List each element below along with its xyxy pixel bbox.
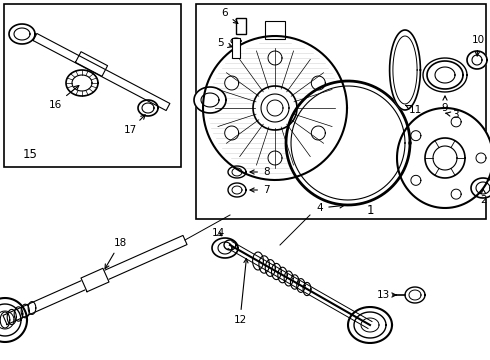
Polygon shape xyxy=(33,33,170,111)
Text: 3: 3 xyxy=(446,110,458,120)
Polygon shape xyxy=(405,287,425,303)
Polygon shape xyxy=(265,260,275,276)
Polygon shape xyxy=(268,51,282,65)
Polygon shape xyxy=(228,183,246,197)
Polygon shape xyxy=(203,36,347,180)
Polygon shape xyxy=(3,235,187,325)
Polygon shape xyxy=(411,175,421,185)
Text: 12: 12 xyxy=(233,258,248,325)
Polygon shape xyxy=(225,76,239,90)
Polygon shape xyxy=(228,166,246,178)
Polygon shape xyxy=(451,189,461,199)
Polygon shape xyxy=(253,86,297,130)
Text: 8: 8 xyxy=(250,167,270,177)
Text: 15: 15 xyxy=(23,148,37,162)
Polygon shape xyxy=(259,256,270,273)
Polygon shape xyxy=(212,238,238,258)
Text: 6: 6 xyxy=(221,8,238,23)
Polygon shape xyxy=(253,252,264,270)
Polygon shape xyxy=(14,307,23,321)
Bar xyxy=(265,21,285,39)
Polygon shape xyxy=(311,126,325,140)
Polygon shape xyxy=(397,108,490,208)
Polygon shape xyxy=(471,178,490,198)
Text: 11: 11 xyxy=(406,105,421,115)
Text: 16: 16 xyxy=(49,86,79,110)
Polygon shape xyxy=(224,240,236,250)
Polygon shape xyxy=(411,131,421,141)
Text: 2: 2 xyxy=(481,189,488,205)
Polygon shape xyxy=(278,267,287,283)
Polygon shape xyxy=(138,100,158,116)
Polygon shape xyxy=(81,268,109,292)
Text: 5: 5 xyxy=(218,38,232,48)
Bar xyxy=(232,38,240,58)
Polygon shape xyxy=(451,117,461,127)
Polygon shape xyxy=(7,309,16,325)
Text: 18: 18 xyxy=(105,238,126,269)
Polygon shape xyxy=(476,153,486,163)
Polygon shape xyxy=(66,70,98,96)
Text: 14: 14 xyxy=(211,228,224,238)
Text: 9: 9 xyxy=(441,96,448,113)
Polygon shape xyxy=(75,52,108,76)
Polygon shape xyxy=(303,282,311,296)
Polygon shape xyxy=(311,76,325,90)
Text: 7: 7 xyxy=(250,185,270,195)
Bar xyxy=(236,18,246,34)
Polygon shape xyxy=(0,298,27,342)
Text: 17: 17 xyxy=(123,115,145,135)
Polygon shape xyxy=(28,302,36,314)
Polygon shape xyxy=(297,279,305,292)
Bar xyxy=(4,4,181,167)
Polygon shape xyxy=(291,275,299,289)
Polygon shape xyxy=(284,271,293,286)
Text: 4: 4 xyxy=(317,203,344,213)
Bar xyxy=(196,4,486,219)
Polygon shape xyxy=(268,151,282,165)
Polygon shape xyxy=(427,61,463,89)
Polygon shape xyxy=(225,126,239,140)
Polygon shape xyxy=(286,81,410,205)
Polygon shape xyxy=(348,307,392,343)
Polygon shape xyxy=(0,312,10,328)
Polygon shape xyxy=(467,51,487,69)
Text: 1: 1 xyxy=(366,203,374,216)
Text: 13: 13 xyxy=(377,290,396,300)
Polygon shape xyxy=(271,264,281,280)
Text: 10: 10 xyxy=(471,35,485,56)
Polygon shape xyxy=(231,38,241,44)
Polygon shape xyxy=(21,304,29,318)
Polygon shape xyxy=(425,138,465,178)
Polygon shape xyxy=(390,30,420,110)
Polygon shape xyxy=(9,24,35,44)
Polygon shape xyxy=(194,87,226,113)
